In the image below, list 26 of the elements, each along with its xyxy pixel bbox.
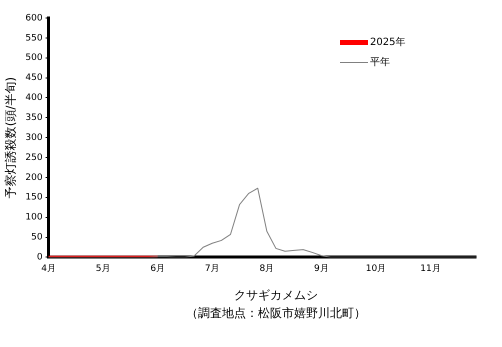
y-tick-label: 250 [25,152,43,163]
y-tick-label: 0 [36,252,43,263]
y-tick-label: 450 [25,73,43,84]
text: （調査地点：松阪市嬉野川北町） [185,305,367,322]
x-tick-label: 7月 [204,264,220,274]
y-tick-label: 550 [25,33,43,44]
x-axis-title: クサギカメムシ [233,287,319,304]
x-tick-label: 4月 [41,264,56,274]
y-axis-title: 予察灯誘殺数(頭/半旬) [3,76,18,198]
x-tick-label: 6月 [150,264,166,274]
y-tick-label: 150 [25,192,43,203]
y-tick-label: 500 [25,53,43,64]
y-tick-label: 400 [25,93,43,104]
legend-label: 2025年 [370,36,406,49]
legend-label: 平年 [370,56,390,69]
y-tick-label: 600 [25,13,43,24]
x-tick-label: 8月 [259,264,274,274]
y-tick-label: 200 [25,172,43,183]
y-tick-label: 300 [25,132,43,143]
x-tick-label: 9月 [314,264,329,274]
x-tick-label: 10月 [366,264,386,274]
y-tick-label: 100 [25,212,43,223]
y-tick-label: 50 [31,232,43,243]
x-tick-label: 5月 [96,264,111,274]
x-tick-label: 11月 [420,264,441,274]
y-tick-label: 350 [25,113,43,124]
